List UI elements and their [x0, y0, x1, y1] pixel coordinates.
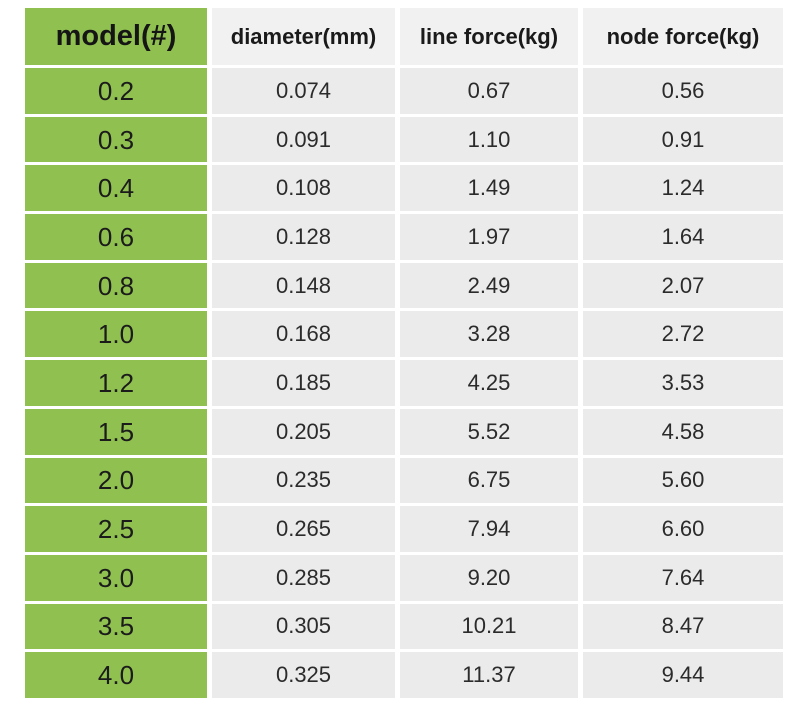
value-cell: 11.37	[400, 652, 578, 698]
column-header-diameter: diameter(mm)	[212, 8, 395, 65]
model-cell: 2.0	[25, 457, 207, 504]
model-cell: 0.8	[25, 262, 207, 309]
value-cell: 4.25	[400, 360, 578, 406]
value-cell: 1.10	[400, 116, 578, 163]
value-cell: 0.074	[212, 68, 395, 114]
spec-table: model(#) diameter(mm) line force(kg) nod…	[25, 8, 783, 698]
value-cell: 0.91	[583, 116, 783, 163]
value-cell: 7.94	[400, 506, 578, 552]
value-cell: 0.67	[400, 68, 578, 114]
value-cell: 0.091	[212, 116, 395, 163]
value-cell: 9.44	[583, 652, 783, 698]
value-cell: 6.75	[400, 457, 578, 504]
model-cell: 0.3	[25, 116, 207, 163]
model-cell: 3.5	[25, 603, 207, 650]
value-cell: 3.53	[583, 360, 783, 406]
value-cell: 8.47	[583, 603, 783, 650]
model-cell: 0.6	[25, 214, 207, 260]
value-cell: 6.60	[583, 506, 783, 552]
model-cell: 0.4	[25, 165, 207, 212]
column-header-line-force: line force(kg)	[400, 8, 578, 65]
column-header-model: model(#)	[25, 8, 207, 65]
column-header-node-force: node force(kg)	[583, 8, 783, 65]
model-cell: 1.2	[25, 360, 207, 406]
value-cell: 0.128	[212, 214, 395, 260]
value-cell: 0.305	[212, 603, 395, 650]
value-cell: 1.24	[583, 165, 783, 212]
value-cell: 2.72	[583, 311, 783, 358]
value-cell: 9.20	[400, 554, 578, 601]
model-cell: 4.0	[25, 652, 207, 698]
value-cell: 7.64	[583, 554, 783, 601]
value-cell: 0.185	[212, 360, 395, 406]
value-cell: 1.97	[400, 214, 578, 260]
value-cell: 2.07	[583, 262, 783, 309]
value-cell: 0.325	[212, 652, 395, 698]
value-cell: 0.265	[212, 506, 395, 552]
model-cell: 2.5	[25, 506, 207, 552]
value-cell: 0.148	[212, 262, 395, 309]
value-cell: 2.49	[400, 262, 578, 309]
model-cell: 1.0	[25, 311, 207, 358]
model-cell: 1.5	[25, 408, 207, 455]
spec-table-wrapper: model(#) diameter(mm) line force(kg) nod…	[25, 8, 783, 698]
value-cell: 0.168	[212, 311, 395, 358]
model-cell: 0.2	[25, 68, 207, 114]
value-cell: 3.28	[400, 311, 578, 358]
value-cell: 5.60	[583, 457, 783, 504]
value-cell: 0.56	[583, 68, 783, 114]
model-cell: 3.0	[25, 554, 207, 601]
value-cell: 0.285	[212, 554, 395, 601]
value-cell: 10.21	[400, 603, 578, 650]
value-cell: 0.205	[212, 408, 395, 455]
value-cell: 5.52	[400, 408, 578, 455]
value-cell: 0.108	[212, 165, 395, 212]
value-cell: 1.49	[400, 165, 578, 212]
value-cell: 1.64	[583, 214, 783, 260]
value-cell: 4.58	[583, 408, 783, 455]
value-cell: 0.235	[212, 457, 395, 504]
